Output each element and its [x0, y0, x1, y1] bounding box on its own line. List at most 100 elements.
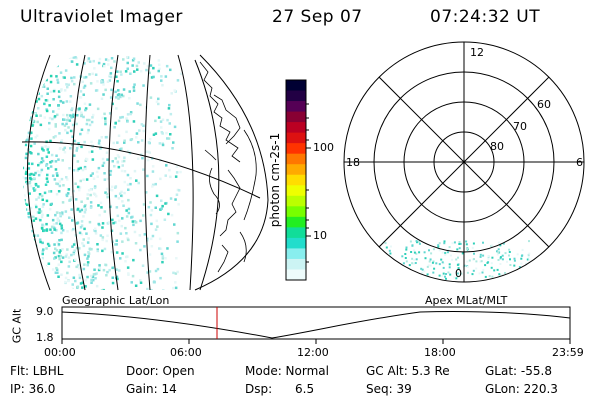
- globe-speckle: [110, 188, 114, 192]
- globe-speckle: [47, 167, 50, 170]
- globe-speckle: [63, 76, 66, 79]
- globe-speckle: [73, 249, 76, 252]
- globe-speckle: [116, 80, 119, 83]
- globe-speckle: [45, 78, 48, 82]
- globe-speckle: [87, 252, 91, 255]
- polar-speckle: [420, 267, 423, 270]
- globe-speckle: [40, 215, 44, 219]
- globe-speckle: [70, 116, 73, 119]
- globe-speckle: [105, 135, 108, 139]
- globe-speckle: [132, 258, 135, 262]
- globe-speckle: [55, 229, 58, 232]
- polar-speckle: [461, 252, 464, 255]
- globe-speckle: [139, 70, 143, 73]
- globe-speckle: [160, 75, 163, 78]
- globe-speckle: [172, 271, 175, 275]
- globe-speckle: [50, 202, 53, 206]
- polar-speckle: [497, 251, 500, 254]
- globe-speckle: [48, 208, 52, 211]
- globe-speckle: [123, 156, 126, 159]
- timeline-ytick-high: 9.0: [36, 305, 54, 318]
- polar-speckle: [508, 254, 510, 257]
- globe-speckle: [169, 175, 172, 179]
- globe-speckle: [148, 137, 152, 141]
- globe-speckle: [129, 177, 132, 180]
- colorbar-band: [286, 237, 306, 249]
- globe-speckle: [54, 123, 57, 126]
- globe-speckle: [55, 268, 59, 271]
- timeline-ytick-low: 1.8: [36, 331, 54, 344]
- globe-speckle: [37, 173, 41, 177]
- colorbar-band: [286, 227, 306, 239]
- globe-speckle: [58, 257, 61, 261]
- globe-speckle: [103, 112, 106, 116]
- colorbar-band: [286, 122, 306, 134]
- globe-speckle: [94, 232, 98, 235]
- colorbar-band: [286, 101, 306, 113]
- polar-speckle: [484, 264, 487, 267]
- globe-speckle: [78, 267, 81, 270]
- polar-speckle: [526, 258, 529, 261]
- globe-speckle: [93, 67, 96, 70]
- globe-speckle: [175, 193, 179, 196]
- polar-speckle: [453, 241, 456, 244]
- polar-speckle: [466, 248, 469, 250]
- polar-speckle: [402, 262, 405, 265]
- polar-speckle: [458, 247, 461, 250]
- globe-speckle: [48, 104, 51, 107]
- globe-speckle: [101, 238, 104, 242]
- globe-speckle: [91, 116, 94, 119]
- polar-speckle: [446, 251, 449, 254]
- globe-speckle: [164, 257, 167, 260]
- globe-speckle: [101, 226, 104, 229]
- globe-speckle: [40, 160, 43, 164]
- globe-speckle: [94, 277, 97, 280]
- globe-speckle: [84, 278, 88, 282]
- globe-speckle: [142, 203, 146, 206]
- globe-speckle: [63, 151, 67, 154]
- polar-speckle: [490, 266, 493, 269]
- globe-speckle: [28, 192, 31, 195]
- globe-speckle: [41, 241, 44, 245]
- timeline-xtick-0000: 00:00: [44, 346, 76, 359]
- globe-speckle: [134, 221, 138, 224]
- polar-speckle: [413, 249, 416, 252]
- globe-speckle: [29, 151, 32, 154]
- globe-speckle: [157, 59, 161, 62]
- globe-speckle: [88, 220, 92, 224]
- globe-speckle: [100, 289, 104, 291]
- globe-speckle: [161, 118, 165, 121]
- polar-speckle: [456, 275, 459, 278]
- globe-speckle: [120, 190, 123, 194]
- globe-speckle: [32, 215, 35, 219]
- globe-speckle: [67, 83, 70, 86]
- globe-speckle: [59, 71, 63, 74]
- globe-speckle: [165, 164, 168, 167]
- colorbar-band: [286, 248, 306, 260]
- polar-speckle: [428, 249, 430, 252]
- globe-speckle: [120, 93, 123, 97]
- globe-speckle: [141, 156, 144, 160]
- polar-speckle: [441, 274, 444, 277]
- globe-speckle: [151, 170, 155, 173]
- globe-speckle: [147, 205, 151, 209]
- globe-speckle: [84, 208, 87, 211]
- globe-speckle: [97, 61, 101, 65]
- globe-speckle: [34, 171, 37, 175]
- globe-speckle: [60, 139, 64, 142]
- globe-speckle: [58, 239, 61, 242]
- globe-speckle: [69, 147, 72, 150]
- globe-speckle: [144, 191, 148, 194]
- polar-speckle: [405, 246, 408, 249]
- globe-speckle: [127, 188, 130, 191]
- globe-speckle: [165, 64, 169, 68]
- mlt-label-18: 18: [346, 156, 360, 169]
- polar-speckle: [465, 240, 468, 243]
- globe-speckle: [160, 252, 164, 256]
- globe-speckle: [65, 122, 68, 126]
- globe-speckle: [175, 171, 179, 174]
- colorbar-band: [286, 195, 306, 207]
- globe-speckle: [87, 237, 90, 240]
